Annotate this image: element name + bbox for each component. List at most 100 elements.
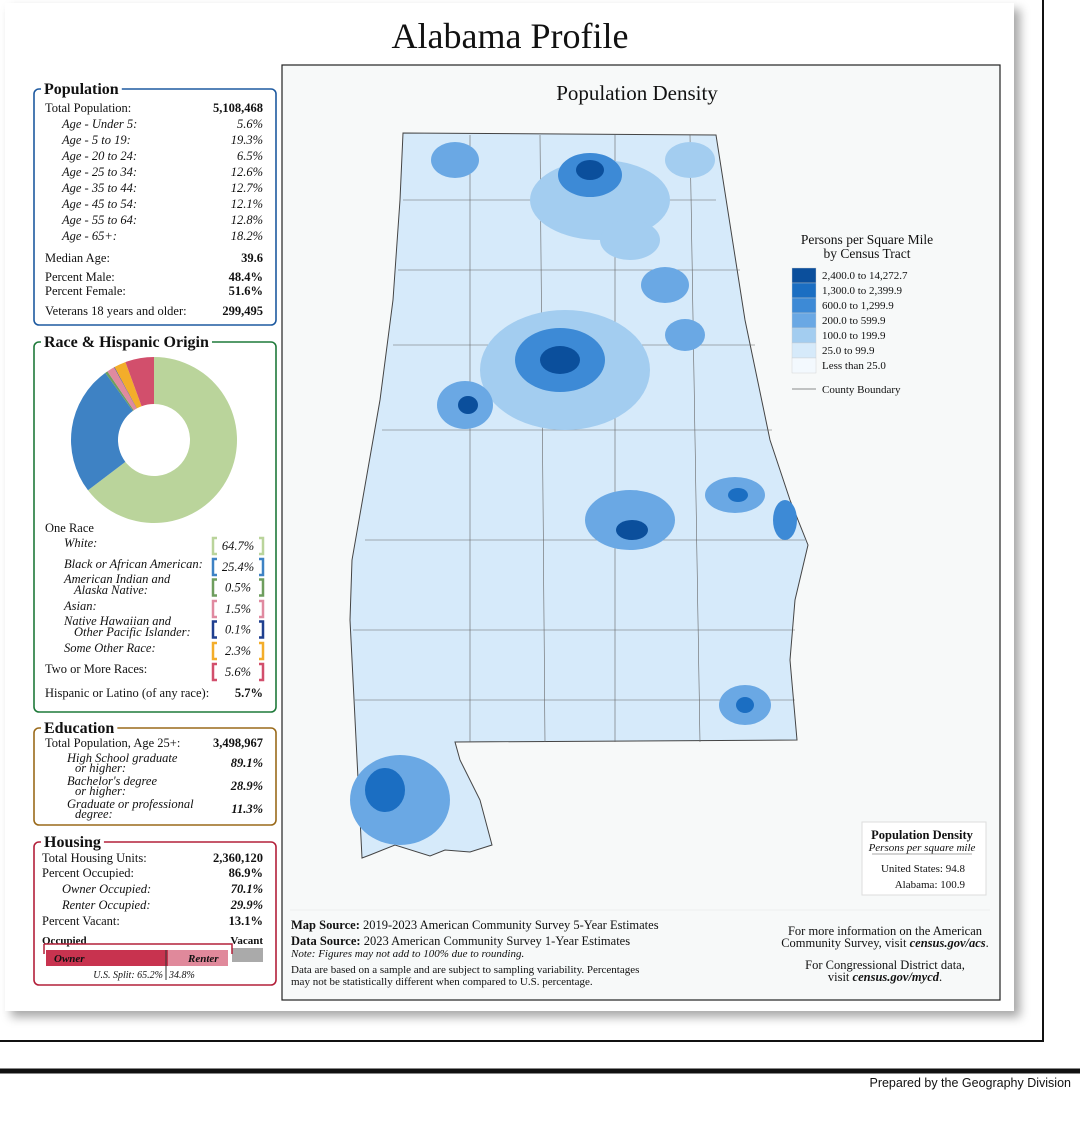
row-value: 39.6	[241, 251, 263, 265]
text-part: census.gov/acs	[910, 936, 986, 950]
row-label: Age - 20 to 24:	[61, 149, 137, 163]
note: Note: Figures may not add to 100% due to…	[290, 948, 524, 960]
text-part: Community Survey, visit	[781, 936, 909, 950]
row-label: Alaska Native:	[73, 583, 148, 597]
row-label: Other Pacific Islander:	[74, 625, 191, 639]
row-label: Percent Occupied:	[42, 866, 134, 880]
legend-label: 1,300.0 to 2,399.9	[822, 285, 903, 297]
row-value: 70.1%	[231, 882, 263, 896]
row-value: 5.6%	[225, 665, 251, 679]
row-value: 64.7%	[222, 539, 254, 553]
legend-swatch	[791, 342, 817, 359]
row-label: Asian:	[63, 599, 97, 613]
row-value: 3,498,967	[213, 736, 263, 750]
row-value: 12.8%	[231, 213, 263, 227]
source-text: Map Source: 2019-2023 American Community…	[291, 918, 659, 932]
legend-title: by Census Tract	[823, 246, 910, 261]
source-text: Community Survey, visit census.gov/acs.	[781, 936, 989, 950]
inset-value: Alabama: 100.9	[895, 879, 966, 891]
row-value: 86.9%	[229, 866, 263, 880]
row-value: 51.6%	[229, 284, 263, 298]
row-value: 0.5%	[225, 581, 251, 595]
bar-label: Vacant	[230, 935, 263, 947]
row-label: Renter Occupied:	[61, 898, 151, 912]
us-split: U.S. Split: 65.2%	[93, 970, 163, 981]
row-value: 12.6%	[231, 165, 263, 179]
footer: Prepared by the Geography Division	[869, 1076, 1071, 1090]
source-text: visit census.gov/mycd.	[828, 970, 942, 984]
donut-slice	[114, 367, 137, 409]
more-info: For Congressional District data,	[805, 958, 965, 972]
donut-slice	[71, 372, 133, 491]
row-label: Age - 35 to 44:	[61, 181, 137, 195]
row-label: Black or African American:	[64, 557, 203, 571]
donut-slice	[105, 371, 134, 411]
value-bracket	[211, 620, 265, 639]
row-label: Age - 65+:	[61, 229, 117, 243]
row-label: Age - 5 to 19:	[61, 133, 131, 147]
donut-slice	[125, 357, 154, 407]
legend-swatch	[791, 357, 817, 374]
legend-label: 100.0 to 199.9	[822, 330, 886, 342]
map	[349, 132, 809, 859]
row-value: 0.1%	[225, 623, 251, 637]
donut-slice	[87, 357, 238, 523]
row-label: White:	[64, 536, 97, 550]
legend-swatch	[791, 267, 817, 284]
text-part: census.gov/mycd	[853, 970, 940, 984]
row-label: Total Population:	[45, 101, 131, 115]
row-label: Percent Vacant:	[42, 914, 120, 928]
legend-swatch	[791, 297, 817, 314]
heading-bg	[41, 86, 122, 92]
value-bracket	[211, 578, 265, 597]
row-value: 5.6%	[237, 117, 263, 131]
inset-box	[861, 821, 987, 896]
note: Data are based on a sample and are subje…	[291, 964, 639, 976]
row-label: Age - Under 5:	[61, 117, 137, 131]
bar-text: Renter	[187, 953, 219, 965]
value-bracket	[211, 599, 265, 619]
legend-label: 600.0 to 1,299.9	[822, 300, 894, 312]
legend-swatch	[791, 282, 817, 299]
row-value: 5,108,468	[213, 101, 263, 115]
row-label: or higher:	[75, 784, 126, 798]
row-label: Veterans 18 years and older:	[45, 304, 187, 318]
row-value: 18.2%	[231, 229, 263, 243]
legend-label: 200.0 to 599.9	[822, 315, 886, 327]
text-part: 2023 American Community Survey 1-Year Es…	[361, 934, 631, 948]
panel-heading: Population	[44, 81, 119, 98]
value-bracket	[211, 641, 265, 661]
legend-swatch	[791, 327, 817, 344]
text-part: Map Source:	[291, 918, 360, 932]
text-part: Data Source:	[291, 934, 361, 948]
row-value: 29.9%	[230, 898, 263, 912]
row-label: Median Age:	[45, 251, 110, 265]
note: may not be statistically different when …	[291, 976, 593, 988]
more-info: For more information on the American	[788, 924, 983, 938]
inset-subtitle: Persons per square mile	[868, 842, 976, 854]
value-bracket	[211, 557, 265, 577]
row-value: 12.7%	[231, 181, 263, 195]
value-bracket	[211, 536, 265, 556]
text-part: .	[939, 970, 942, 984]
map-title: Population Density	[556, 81, 718, 105]
legend-label: 25.0 to 99.9	[822, 345, 875, 357]
source-text: Data Source: 2023 American Community Sur…	[291, 934, 630, 948]
row-label: Age - 55 to 64:	[61, 213, 137, 227]
heading-bg	[41, 339, 212, 345]
text-part: 2019-2023 American Community Survey 5-Ye…	[360, 918, 659, 932]
row-label: Percent Female:	[45, 284, 126, 298]
panel-border	[33, 88, 277, 326]
row-label: degree:	[75, 807, 113, 821]
row-label: Hispanic or Latino (of any race):	[45, 686, 209, 700]
bar-text: Owner	[54, 953, 85, 965]
row-value: 2.3%	[225, 644, 251, 658]
density-patches	[350, 142, 797, 845]
row-label: Total Housing Units:	[42, 851, 147, 865]
row-label: Graduate or professional	[67, 797, 194, 811]
donut-slice	[114, 362, 142, 409]
row-value: 28.9%	[230, 779, 263, 793]
row-value: 25.4%	[222, 560, 254, 574]
row-label: Native Hawaiian and	[63, 614, 172, 628]
us-split: 34.8%	[168, 970, 195, 981]
